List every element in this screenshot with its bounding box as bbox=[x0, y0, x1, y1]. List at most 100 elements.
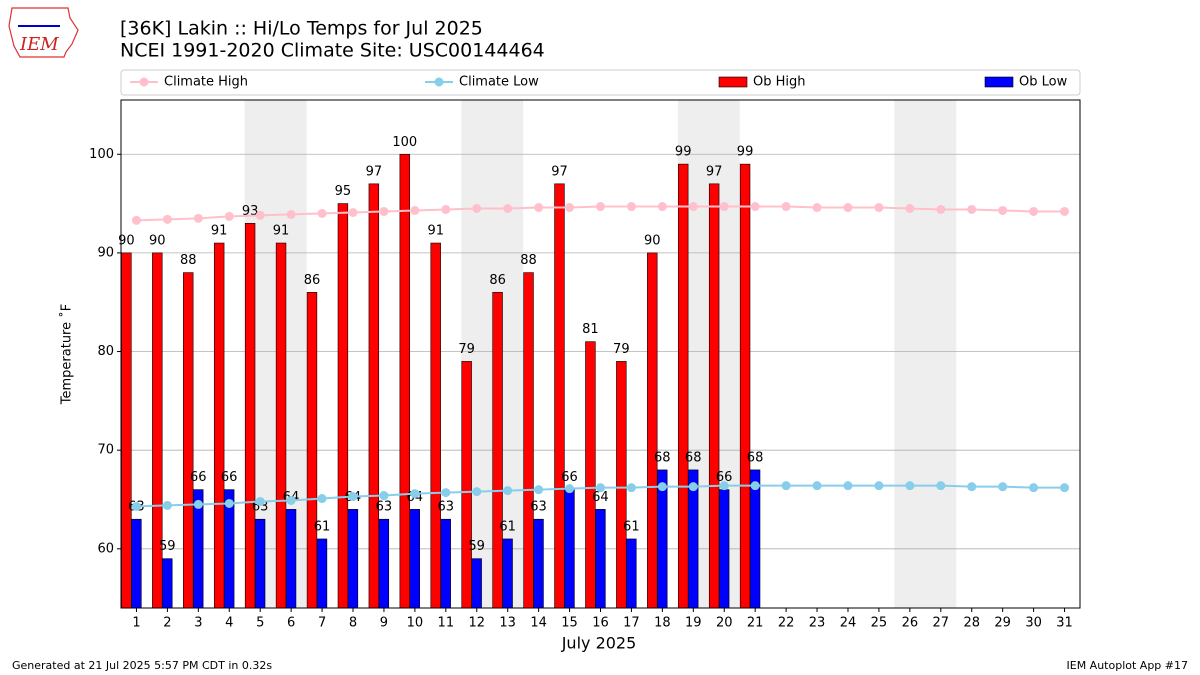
climate-point bbox=[379, 206, 389, 216]
climate-point bbox=[441, 488, 451, 498]
climate-point bbox=[626, 483, 636, 493]
x-tick-label: 16 bbox=[592, 616, 609, 631]
bar bbox=[337, 203, 349, 609]
y-tick-label: 60 bbox=[97, 541, 114, 556]
y-axis-label: Temperature ˚F bbox=[59, 304, 75, 405]
bar bbox=[152, 252, 163, 609]
x-tick-label: 4 bbox=[225, 616, 233, 631]
climate-point bbox=[843, 203, 853, 213]
value-label: 97 bbox=[366, 164, 383, 179]
value-label: 59 bbox=[468, 539, 485, 554]
bar bbox=[430, 242, 441, 609]
legend-label: Climate Low bbox=[459, 75, 539, 90]
value-label: 91 bbox=[211, 224, 228, 239]
x-tick-label: 26 bbox=[902, 616, 919, 631]
bar bbox=[409, 509, 420, 609]
climate-point bbox=[719, 202, 729, 212]
value-label: 99 bbox=[675, 145, 692, 160]
bar bbox=[285, 509, 297, 609]
climate-point bbox=[1029, 483, 1039, 493]
value-label: 68 bbox=[685, 450, 702, 465]
climate-point bbox=[224, 211, 234, 221]
value-label: 61 bbox=[499, 519, 516, 534]
footer-left: Generated at 21 Jul 2025 5:57 PM CDT in … bbox=[12, 659, 272, 672]
value-label: 100 bbox=[392, 135, 417, 150]
x-tick-label: 23 bbox=[809, 616, 826, 631]
bar bbox=[678, 163, 689, 609]
logo-text: IEM bbox=[19, 34, 59, 55]
climate-point bbox=[998, 205, 1008, 215]
climate-point bbox=[936, 481, 946, 491]
value-label: 97 bbox=[706, 164, 723, 179]
climate-point bbox=[688, 202, 698, 212]
logo: IEM bbox=[8, 7, 79, 58]
y-tick-label: 90 bbox=[97, 245, 114, 260]
x-tick-label: 9 bbox=[380, 616, 388, 631]
value-label: 66 bbox=[561, 470, 578, 485]
climate-point bbox=[348, 492, 358, 502]
x-tick-label: 20 bbox=[716, 616, 733, 631]
climate-point bbox=[874, 481, 884, 491]
bar bbox=[162, 558, 173, 609]
climate-point bbox=[410, 489, 420, 499]
value-label: 91 bbox=[273, 224, 290, 239]
climate-point bbox=[812, 481, 822, 491]
climate-point bbox=[967, 482, 977, 492]
bar bbox=[461, 361, 472, 609]
bar bbox=[316, 538, 328, 609]
climate-point bbox=[719, 481, 729, 491]
climate-point bbox=[1029, 206, 1039, 216]
y-tick-label: 100 bbox=[89, 147, 114, 162]
value-label: 86 bbox=[489, 273, 506, 288]
climate-point bbox=[410, 205, 420, 215]
climate-point bbox=[843, 481, 853, 491]
x-tick-label: 2 bbox=[163, 616, 171, 631]
x-tick-label: 25 bbox=[871, 616, 888, 631]
climate-point bbox=[162, 214, 172, 224]
x-tick-label: 31 bbox=[1056, 616, 1073, 631]
x-tick-label: 10 bbox=[407, 616, 424, 631]
legend-label: Ob Low bbox=[1019, 75, 1068, 90]
value-label: 59 bbox=[159, 539, 176, 554]
x-tick-label: 6 bbox=[287, 616, 295, 631]
bar bbox=[554, 183, 565, 609]
climate-point bbox=[626, 202, 636, 212]
value-label: 63 bbox=[376, 500, 393, 515]
climate-point bbox=[348, 207, 358, 217]
climate-point bbox=[286, 209, 296, 219]
weekend-shade bbox=[894, 100, 957, 608]
logo-outline bbox=[8, 7, 79, 58]
value-label: 63 bbox=[530, 500, 547, 515]
x-tick-label: 19 bbox=[685, 616, 702, 631]
climate-point bbox=[472, 204, 482, 214]
climate-point bbox=[193, 499, 203, 509]
x-tick-label: 17 bbox=[623, 616, 640, 631]
x-axis-label: July 2025 bbox=[561, 634, 637, 653]
bar bbox=[585, 341, 596, 609]
bar bbox=[121, 252, 132, 609]
climate-point bbox=[503, 204, 513, 214]
legend-swatch bbox=[984, 76, 1014, 88]
bar bbox=[595, 509, 606, 609]
value-label: 88 bbox=[520, 253, 537, 268]
x-tick-label: 29 bbox=[994, 616, 1011, 631]
value-label: 90 bbox=[149, 233, 166, 248]
x-tick-label: 27 bbox=[933, 616, 950, 631]
x-tick-label: 1 bbox=[132, 616, 140, 631]
value-label: 81 bbox=[582, 322, 599, 337]
climate-point bbox=[534, 485, 544, 495]
climate-point bbox=[534, 203, 544, 213]
climate-point bbox=[781, 202, 791, 212]
climate-point bbox=[472, 487, 482, 497]
bar bbox=[131, 518, 142, 609]
x-tick-label: 22 bbox=[778, 616, 795, 631]
x-tick-label: 30 bbox=[1025, 616, 1042, 631]
value-label: 63 bbox=[437, 500, 454, 515]
y-tick-label: 70 bbox=[97, 443, 114, 458]
climate-point bbox=[750, 481, 760, 491]
bar bbox=[718, 489, 730, 609]
value-label: 90 bbox=[118, 233, 135, 248]
bar bbox=[564, 489, 575, 609]
chart-subtitle: NCEI 1991-2020 Climate Site: USC00144464 bbox=[120, 40, 545, 62]
value-label: 64 bbox=[592, 490, 609, 505]
